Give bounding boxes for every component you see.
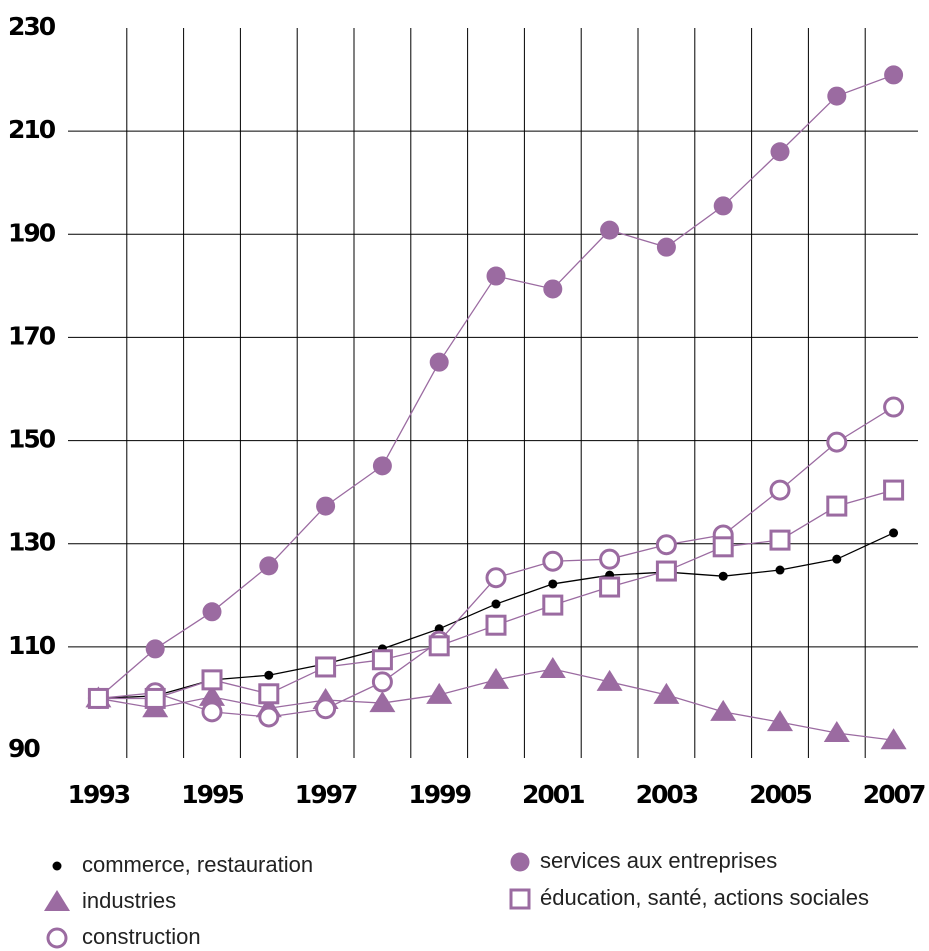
marker: [889, 528, 899, 538]
marker: [832, 554, 842, 564]
marker: [491, 599, 501, 609]
x-tick-label: 2005: [749, 780, 811, 809]
marker: [767, 710, 793, 732]
marker: [428, 635, 450, 657]
y-tick-label: 190: [8, 218, 56, 247]
marker: [369, 691, 396, 713]
y-tick-label: 210: [8, 115, 56, 144]
marker: [258, 683, 280, 705]
marker: [883, 396, 905, 418]
marker: [770, 142, 790, 162]
marker: [655, 560, 677, 582]
marker: [483, 667, 509, 689]
x-tick-label: 1999: [408, 780, 470, 809]
marker: [202, 602, 222, 622]
x-tick-label: 1997: [295, 780, 357, 809]
marker: [826, 431, 848, 453]
y-tick-label: 90: [8, 734, 40, 763]
y-tick-label: 130: [8, 528, 56, 557]
marker: [884, 65, 904, 85]
marker: [548, 579, 558, 589]
marker: [710, 699, 737, 721]
legend-marker: [510, 852, 530, 872]
marker: [600, 220, 620, 240]
x-tick-label: 1995: [181, 780, 243, 809]
marker: [718, 571, 728, 581]
legend-label: industries: [82, 888, 176, 913]
marker: [542, 550, 564, 572]
marker: [599, 576, 621, 598]
marker: [653, 682, 680, 704]
x-tick-label: 2007: [863, 780, 925, 809]
y-tick-label: 170: [8, 321, 56, 350]
marker: [259, 556, 279, 576]
marker: [883, 479, 905, 501]
marker: [713, 196, 733, 216]
marker: [775, 565, 785, 575]
marker: [315, 656, 337, 678]
x-tick-label: 2003: [636, 780, 698, 809]
marker: [823, 720, 850, 742]
marker: [539, 657, 566, 679]
marker: [87, 687, 109, 709]
marker: [264, 670, 274, 680]
marker: [655, 534, 677, 556]
legend-marker: [509, 888, 531, 910]
marker: [826, 495, 848, 517]
marker: [485, 614, 507, 636]
y-tick-label: 110: [8, 631, 56, 660]
marker: [429, 352, 449, 372]
marker: [315, 698, 337, 720]
marker: [145, 639, 165, 659]
marker: [372, 456, 392, 476]
marker: [201, 669, 223, 691]
marker: [656, 237, 676, 257]
marker: [880, 728, 907, 750]
marker: [371, 649, 393, 671]
marker: [426, 682, 453, 704]
legend-label: commerce, restauration: [82, 852, 313, 877]
marker: [596, 669, 623, 691]
marker: [827, 86, 847, 106]
x-tick-label: 1993: [68, 780, 130, 809]
legend-marker: [46, 927, 68, 949]
marker: [199, 684, 225, 706]
marker: [543, 279, 563, 299]
marker: [258, 706, 280, 728]
marker: [769, 529, 791, 551]
marker: [371, 671, 393, 693]
marker: [712, 536, 734, 558]
legend-marker: [44, 890, 70, 911]
legend-label: éducation, santé, actions sociales: [540, 885, 869, 910]
marker: [769, 479, 791, 501]
x-tick-label: 2001: [522, 780, 584, 809]
marker: [486, 266, 506, 286]
y-tick-label: 230: [8, 12, 56, 41]
y-tick-label: 150: [8, 425, 56, 454]
marker: [599, 548, 621, 570]
legend-label: services aux entreprises: [540, 848, 777, 873]
series-line: [98, 489, 894, 700]
legend-marker: [52, 861, 62, 871]
marker: [485, 567, 507, 589]
marker: [201, 701, 223, 723]
marker: [316, 496, 336, 516]
marker: [144, 687, 166, 709]
marker: [542, 594, 564, 616]
legend-label: construction: [82, 924, 201, 949]
